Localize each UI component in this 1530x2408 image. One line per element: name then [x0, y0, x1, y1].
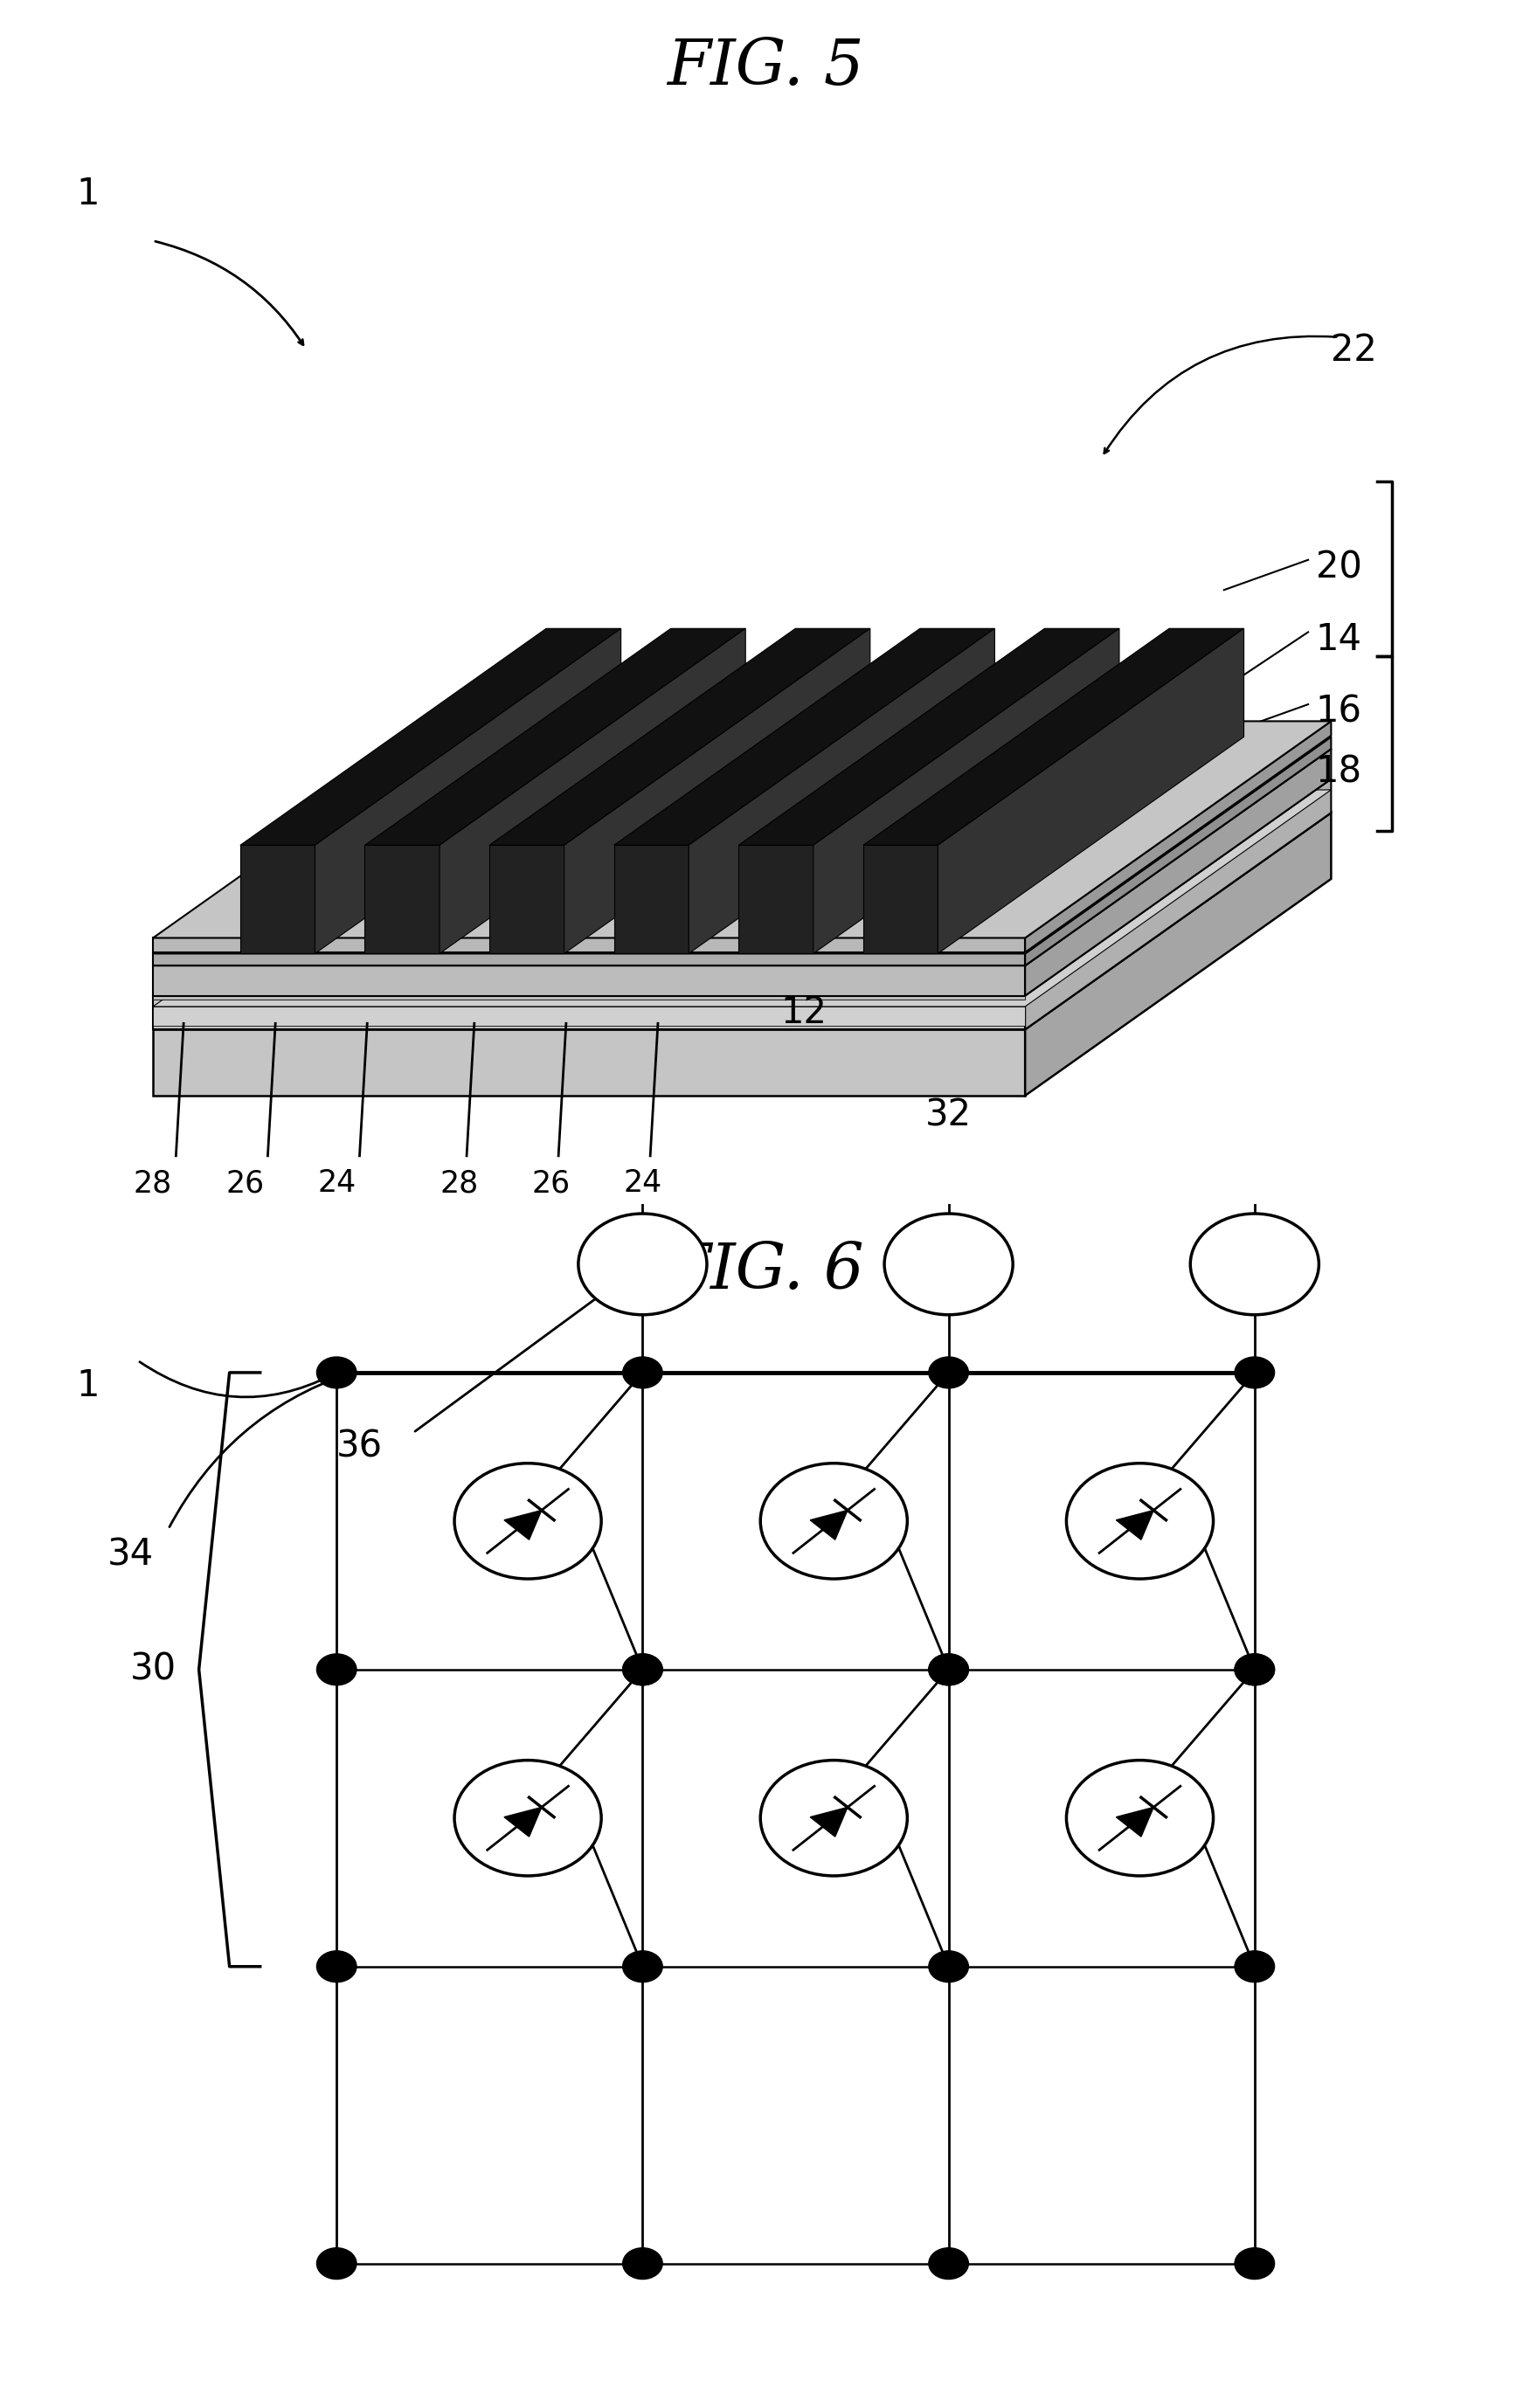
Circle shape: [317, 2249, 356, 2278]
Polygon shape: [1025, 722, 1331, 954]
Circle shape: [929, 2249, 968, 2278]
Polygon shape: [153, 790, 1331, 1007]
Text: 30: 30: [130, 1652, 176, 1688]
Text: 34: 34: [107, 1536, 153, 1572]
Polygon shape: [364, 845, 439, 954]
Circle shape: [578, 1214, 707, 1315]
Circle shape: [623, 1654, 662, 1686]
Polygon shape: [153, 1007, 1025, 1026]
Polygon shape: [240, 845, 315, 954]
Polygon shape: [490, 628, 871, 845]
Text: 1: 1: [76, 176, 99, 212]
Text: 26: 26: [531, 1168, 571, 1199]
Polygon shape: [153, 763, 1331, 980]
Polygon shape: [315, 628, 621, 954]
Circle shape: [317, 1654, 356, 1686]
Circle shape: [929, 1654, 968, 1686]
Polygon shape: [739, 845, 814, 954]
Text: 16: 16: [1316, 694, 1362, 730]
Polygon shape: [153, 997, 1025, 1031]
Circle shape: [760, 1464, 907, 1580]
Text: 24: 24: [623, 1168, 662, 1199]
Text: 28: 28: [133, 1168, 173, 1199]
Text: 14: 14: [1316, 621, 1362, 657]
Circle shape: [1235, 1950, 1274, 1982]
Circle shape: [929, 1358, 968, 1387]
Polygon shape: [490, 845, 565, 954]
Polygon shape: [614, 845, 688, 954]
Polygon shape: [153, 980, 1025, 999]
Text: FIG. 5: FIG. 5: [667, 36, 863, 99]
Polygon shape: [811, 1808, 848, 1837]
Circle shape: [1235, 2249, 1274, 2278]
Text: 1: 1: [76, 1368, 99, 1404]
Polygon shape: [505, 1808, 542, 1837]
Text: FIG. 6: FIG. 6: [667, 1240, 863, 1303]
Polygon shape: [505, 1510, 542, 1539]
Circle shape: [1235, 1358, 1274, 1387]
Polygon shape: [153, 954, 1025, 966]
Polygon shape: [153, 966, 1025, 997]
Text: 18: 18: [1316, 754, 1362, 790]
Circle shape: [623, 1358, 662, 1387]
Polygon shape: [739, 628, 1120, 845]
Polygon shape: [153, 780, 1331, 997]
Circle shape: [1235, 1654, 1274, 1686]
Text: 24: 24: [317, 1168, 356, 1199]
Polygon shape: [863, 628, 1244, 845]
Circle shape: [454, 1464, 601, 1580]
Circle shape: [623, 1654, 662, 1686]
Circle shape: [623, 1950, 662, 1982]
Circle shape: [929, 1950, 968, 1982]
Polygon shape: [153, 954, 1025, 973]
Circle shape: [1190, 1214, 1319, 1315]
Polygon shape: [439, 628, 745, 954]
Circle shape: [1235, 1654, 1274, 1686]
Text: 26: 26: [225, 1168, 265, 1199]
Text: 28: 28: [439, 1168, 479, 1199]
Polygon shape: [153, 814, 1331, 1031]
Polygon shape: [153, 937, 1025, 954]
Circle shape: [1066, 1760, 1213, 1876]
Polygon shape: [1117, 1808, 1154, 1837]
Polygon shape: [153, 722, 1331, 937]
Polygon shape: [614, 628, 994, 845]
Polygon shape: [1117, 1510, 1154, 1539]
Circle shape: [623, 2249, 662, 2278]
Polygon shape: [153, 737, 1331, 954]
Polygon shape: [811, 1510, 848, 1539]
Text: 20: 20: [1316, 549, 1362, 585]
Polygon shape: [240, 628, 621, 845]
Text: 22: 22: [1331, 332, 1377, 368]
Polygon shape: [688, 628, 994, 954]
Polygon shape: [863, 845, 938, 954]
Circle shape: [884, 1214, 1013, 1315]
Circle shape: [454, 1760, 601, 1876]
Text: 36: 36: [337, 1428, 382, 1464]
Text: 12: 12: [780, 995, 826, 1031]
Circle shape: [317, 1950, 356, 1982]
Polygon shape: [1025, 814, 1331, 1096]
Polygon shape: [153, 1031, 1025, 1096]
Polygon shape: [565, 628, 871, 954]
Polygon shape: [1025, 780, 1331, 1031]
Text: 32: 32: [926, 1098, 972, 1134]
Circle shape: [1066, 1464, 1213, 1580]
Polygon shape: [364, 628, 745, 845]
Polygon shape: [153, 749, 1331, 966]
Polygon shape: [153, 737, 1331, 954]
Circle shape: [317, 1358, 356, 1387]
Polygon shape: [814, 628, 1120, 954]
Polygon shape: [1025, 749, 1331, 997]
Circle shape: [760, 1760, 907, 1876]
Polygon shape: [1025, 737, 1331, 966]
Circle shape: [929, 1654, 968, 1686]
Polygon shape: [938, 628, 1244, 954]
